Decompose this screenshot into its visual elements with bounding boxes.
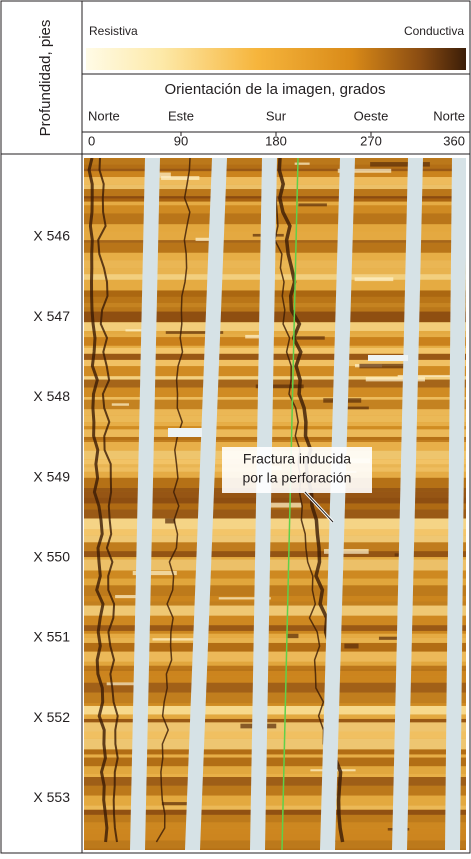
depth-label: X 552 [33, 709, 70, 725]
degree-label: 0 [88, 133, 95, 148]
direction-label: Norte [88, 108, 120, 123]
degree-label: 360 [443, 133, 465, 148]
image-spot [162, 802, 187, 805]
image-spot [152, 638, 198, 640]
scale-right: Conductiva [404, 24, 464, 38]
orientation-title: Orientación de la imagen, grados [165, 81, 386, 98]
image-spot [196, 238, 211, 241]
pad-spot [168, 428, 202, 437]
annotation-text: por la perforación [243, 470, 352, 486]
pad-spot [368, 355, 408, 361]
depth-label: X 548 [33, 388, 70, 404]
image-spot [359, 364, 407, 369]
image-spot [161, 176, 199, 180]
direction-label: Este [168, 108, 194, 123]
borehole-image [84, 158, 467, 850]
depth-label: X 551 [33, 629, 70, 645]
depth-axis-title: Profundidad, pies [37, 20, 54, 137]
image-spot [344, 644, 358, 649]
image-spot [295, 163, 310, 165]
scale-left: Resistiva [89, 24, 138, 38]
image-spot [245, 335, 260, 338]
image-spot [112, 403, 129, 405]
image-spot [286, 634, 298, 638]
depth-label: X 549 [33, 468, 70, 484]
color-scale [86, 48, 466, 70]
depth-label: X 553 [33, 789, 70, 805]
annotation-text: Fractura inducida [243, 451, 351, 467]
direction-label: Oeste [354, 108, 389, 123]
depth-label: X 547 [33, 308, 70, 324]
image-spot [293, 336, 325, 339]
depth-label: X 546 [33, 228, 70, 244]
depth-label: X 550 [33, 549, 70, 565]
direction-label: Norte [433, 108, 465, 123]
image-spot [298, 203, 327, 206]
image-spot [355, 277, 394, 281]
figure: Profundidad, pies Resistiva Conductiva O… [0, 0, 471, 854]
direction-label: Sur [266, 108, 287, 123]
